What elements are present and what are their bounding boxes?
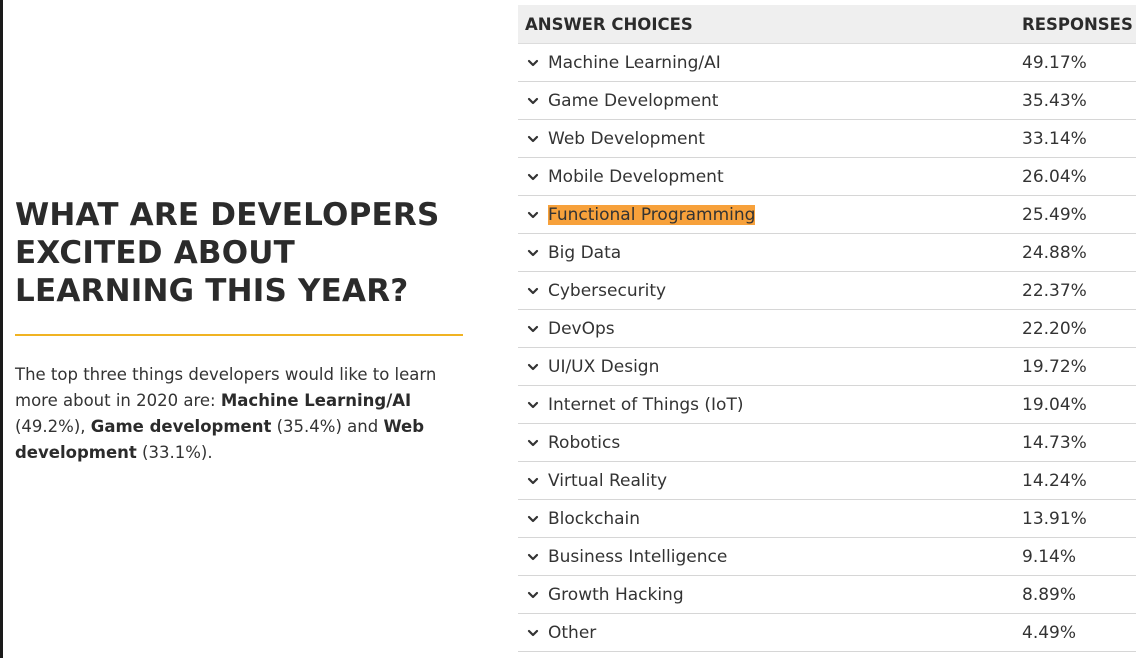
answer-label: Other <box>548 622 597 643</box>
answer-cell: Robotics <box>518 433 1015 453</box>
answer-label: Blockchain <box>548 508 641 529</box>
table-row[interactable]: Game Development 35.43% <box>518 82 1136 120</box>
table-row[interactable]: Machine Learning/AI 49.17% <box>518 44 1136 82</box>
chevron-down-icon[interactable] <box>526 550 540 564</box>
table-row[interactable]: DevOps 22.20% <box>518 310 1136 348</box>
intro-text-3: (35.4%) and <box>271 417 384 436</box>
response-value: 14.73% <box>1022 432 1087 453</box>
chevron-down-icon[interactable] <box>526 284 540 298</box>
table-row[interactable]: Blockchain 13.91% <box>518 500 1136 538</box>
answer-label: DevOps <box>548 318 615 339</box>
table-header: ANSWER CHOICES RESPONSES <box>518 5 1136 44</box>
answer-cell: Big Data <box>518 243 1015 263</box>
answer-label: Virtual Reality <box>548 470 668 491</box>
intro-bold-1: Machine Learning/AI <box>220 391 412 410</box>
chevron-down-icon[interactable] <box>526 56 540 70</box>
intro-bold-2: Game development <box>90 417 272 436</box>
chevron-down-icon[interactable] <box>526 436 540 450</box>
chevron-down-icon[interactable] <box>526 626 540 640</box>
answer-label: Business Intelligence <box>548 546 728 567</box>
answer-cell: Internet of Things (IoT) <box>518 395 1015 415</box>
chevron-down-icon[interactable] <box>526 360 540 374</box>
intro-text-2: (49.2%), <box>15 417 91 436</box>
answer-cell: Machine Learning/AI <box>518 53 1015 73</box>
answer-cell: DevOps <box>518 319 1015 339</box>
table-row[interactable]: Cybersecurity 22.37% <box>518 272 1136 310</box>
table-row[interactable]: Web Development 33.14% <box>518 120 1136 158</box>
chevron-down-icon[interactable] <box>526 246 540 260</box>
table-row[interactable]: Business Intelligence 9.14% <box>518 538 1136 576</box>
answer-cell: Mobile Development <box>518 167 1015 187</box>
response-value: 24.88% <box>1022 242 1087 263</box>
response-value: 4.49% <box>1022 622 1077 643</box>
response-value: 35.43% <box>1022 90 1087 111</box>
response-value: 25.49% <box>1022 204 1087 225</box>
header-responses: RESPONSES <box>1022 14 1133 34</box>
title-divider <box>15 334 463 336</box>
response-value: 9.14% <box>1022 546 1077 567</box>
response-value: 26.04% <box>1022 166 1087 187</box>
response-value: 14.24% <box>1022 470 1087 491</box>
answer-label: Functional Programming <box>548 204 756 225</box>
answer-label: UI/UX Design <box>548 356 660 377</box>
answer-cell: Growth Hacking <box>518 585 1015 605</box>
answer-label: Internet of Things (IoT) <box>548 394 744 415</box>
answer-cell: Blockchain <box>518 509 1015 529</box>
left-border <box>0 0 3 658</box>
section-title: WHAT ARE DEVELOPERS EXCITED ABOUT LEARNI… <box>15 197 440 309</box>
chevron-down-icon[interactable] <box>526 398 540 412</box>
answer-cell: Cybersecurity <box>518 281 1015 301</box>
answer-label: Growth Hacking <box>548 584 684 605</box>
response-value: 19.04% <box>1022 394 1087 415</box>
intro-bold-3: Web development <box>15 417 425 462</box>
results-table: ANSWER CHOICES RESPONSES Machine Learnin… <box>518 5 1136 652</box>
answer-cell: Virtual Reality <box>518 471 1015 491</box>
table-row[interactable]: Other 4.49% <box>518 614 1136 652</box>
table-row[interactable]: UI/UX Design 19.72% <box>518 348 1136 386</box>
answer-cell: Functional Programming <box>518 204 1015 225</box>
chevron-down-icon[interactable] <box>526 588 540 602</box>
table-row[interactable]: Mobile Development 26.04% <box>518 158 1136 196</box>
answer-label: Web Development <box>548 128 705 149</box>
table-row[interactable]: Virtual Reality 14.24% <box>518 462 1136 500</box>
chevron-down-icon[interactable] <box>526 512 540 526</box>
answer-cell: Web Development <box>518 129 1015 149</box>
chevron-down-icon[interactable] <box>526 474 540 488</box>
answer-cell: UI/UX Design <box>518 357 1015 377</box>
chevron-down-icon[interactable] <box>526 208 540 222</box>
chevron-down-icon[interactable] <box>526 322 540 336</box>
answer-cell: Other <box>518 623 1015 643</box>
chevron-down-icon[interactable] <box>526 94 540 108</box>
answer-cell: Game Development <box>518 91 1015 111</box>
table-row[interactable]: Functional Programming 25.49% <box>518 196 1136 234</box>
response-value: 33.14% <box>1022 128 1087 149</box>
header-answer-choices: ANSWER CHOICES <box>525 14 693 34</box>
response-value: 22.20% <box>1022 318 1087 339</box>
answer-label: Machine Learning/AI <box>548 52 721 73</box>
table-row[interactable]: Robotics 14.73% <box>518 424 1136 462</box>
chevron-down-icon[interactable] <box>526 170 540 184</box>
response-value: 19.72% <box>1022 356 1087 377</box>
response-value: 22.37% <box>1022 280 1087 301</box>
answer-label: Big Data <box>548 242 622 263</box>
response-value: 8.89% <box>1022 584 1077 605</box>
response-value: 13.91% <box>1022 508 1087 529</box>
table-row[interactable]: Big Data 24.88% <box>518 234 1136 272</box>
answer-cell: Business Intelligence <box>518 547 1015 567</box>
table-body: Machine Learning/AI 49.17% Game Developmen… <box>518 44 1136 652</box>
answer-label: Robotics <box>548 432 621 453</box>
answer-label: Game Development <box>548 90 719 111</box>
response-value: 49.17% <box>1022 52 1087 73</box>
answer-label: Cybersecurity <box>548 280 667 301</box>
table-row[interactable]: Growth Hacking 8.89% <box>518 576 1136 614</box>
chevron-down-icon[interactable] <box>526 132 540 146</box>
intro-text-4: (33.1%). <box>136 443 213 462</box>
table-row[interactable]: Internet of Things (IoT) 19.04% <box>518 386 1136 424</box>
intro-paragraph: The top three things developers would li… <box>15 362 463 466</box>
intro-section: WHAT ARE DEVELOPERS EXCITED ABOUT LEARNI… <box>15 196 463 466</box>
intro-text-1: The top three things developers would li… <box>15 365 437 410</box>
answer-label: Mobile Development <box>548 166 724 187</box>
